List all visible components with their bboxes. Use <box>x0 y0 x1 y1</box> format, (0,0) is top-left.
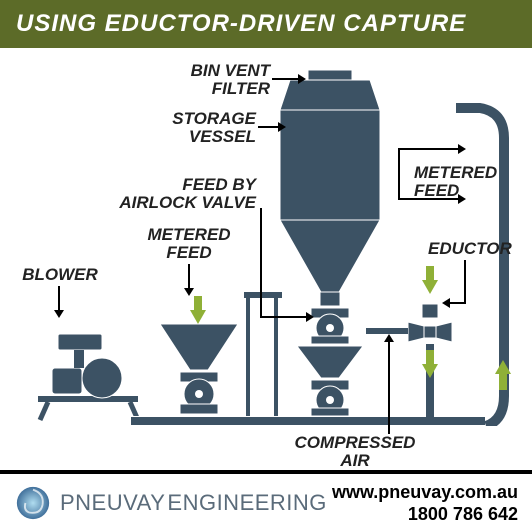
phone-text: 1800 786 642 <box>332 503 518 526</box>
storage-vessel <box>260 66 400 312</box>
label-compressed-air: COMPRESSEDAIR <box>290 434 420 470</box>
label-bin-vent: BIN VENTFILTER <box>170 62 270 98</box>
brand-logo: PNEUVAY ENGINEERING <box>14 484 332 522</box>
footer-bar: PNEUVAY ENGINEERING www.pneuvay.com.au 1… <box>0 470 532 532</box>
blower <box>34 326 144 422</box>
label-eductor: EDUCTOR <box>428 240 518 258</box>
hopper-lower <box>293 344 367 420</box>
post-1 <box>246 294 250 420</box>
brand-name: PNEUVAY ENGINEERING <box>60 490 327 516</box>
footer-contact: www.pneuvay.com.au 1800 786 642 <box>332 481 518 526</box>
green-arrow-right <box>422 280 438 294</box>
eductor <box>406 302 454 346</box>
label-metered-feed-left: METEREDFEED <box>144 226 234 262</box>
diagram-area: BIN VENTFILTER STORAGEVESSEL METEREDFEED… <box>0 48 532 460</box>
green-arrow-riser <box>495 360 511 374</box>
header-bar: USING EDUCTOR-DRIVEN CAPTURE <box>0 0 532 48</box>
page-title: USING EDUCTOR-DRIVEN CAPTURE <box>16 10 466 38</box>
hopper-left <box>154 320 244 420</box>
logo-swirl-icon <box>14 484 52 522</box>
label-feed-airlock: FEED BYAIRLOCK VALVE <box>116 176 256 212</box>
post-2 <box>274 294 278 420</box>
green-arrow-left <box>190 310 206 324</box>
green-arrow-eductor-out <box>422 364 438 378</box>
label-blower: BLOWER <box>20 266 100 284</box>
crossbar <box>244 292 282 298</box>
website-text: www.pneuvay.com.au <box>332 481 518 504</box>
label-storage-vessel: STORAGEVESSEL <box>156 110 256 146</box>
